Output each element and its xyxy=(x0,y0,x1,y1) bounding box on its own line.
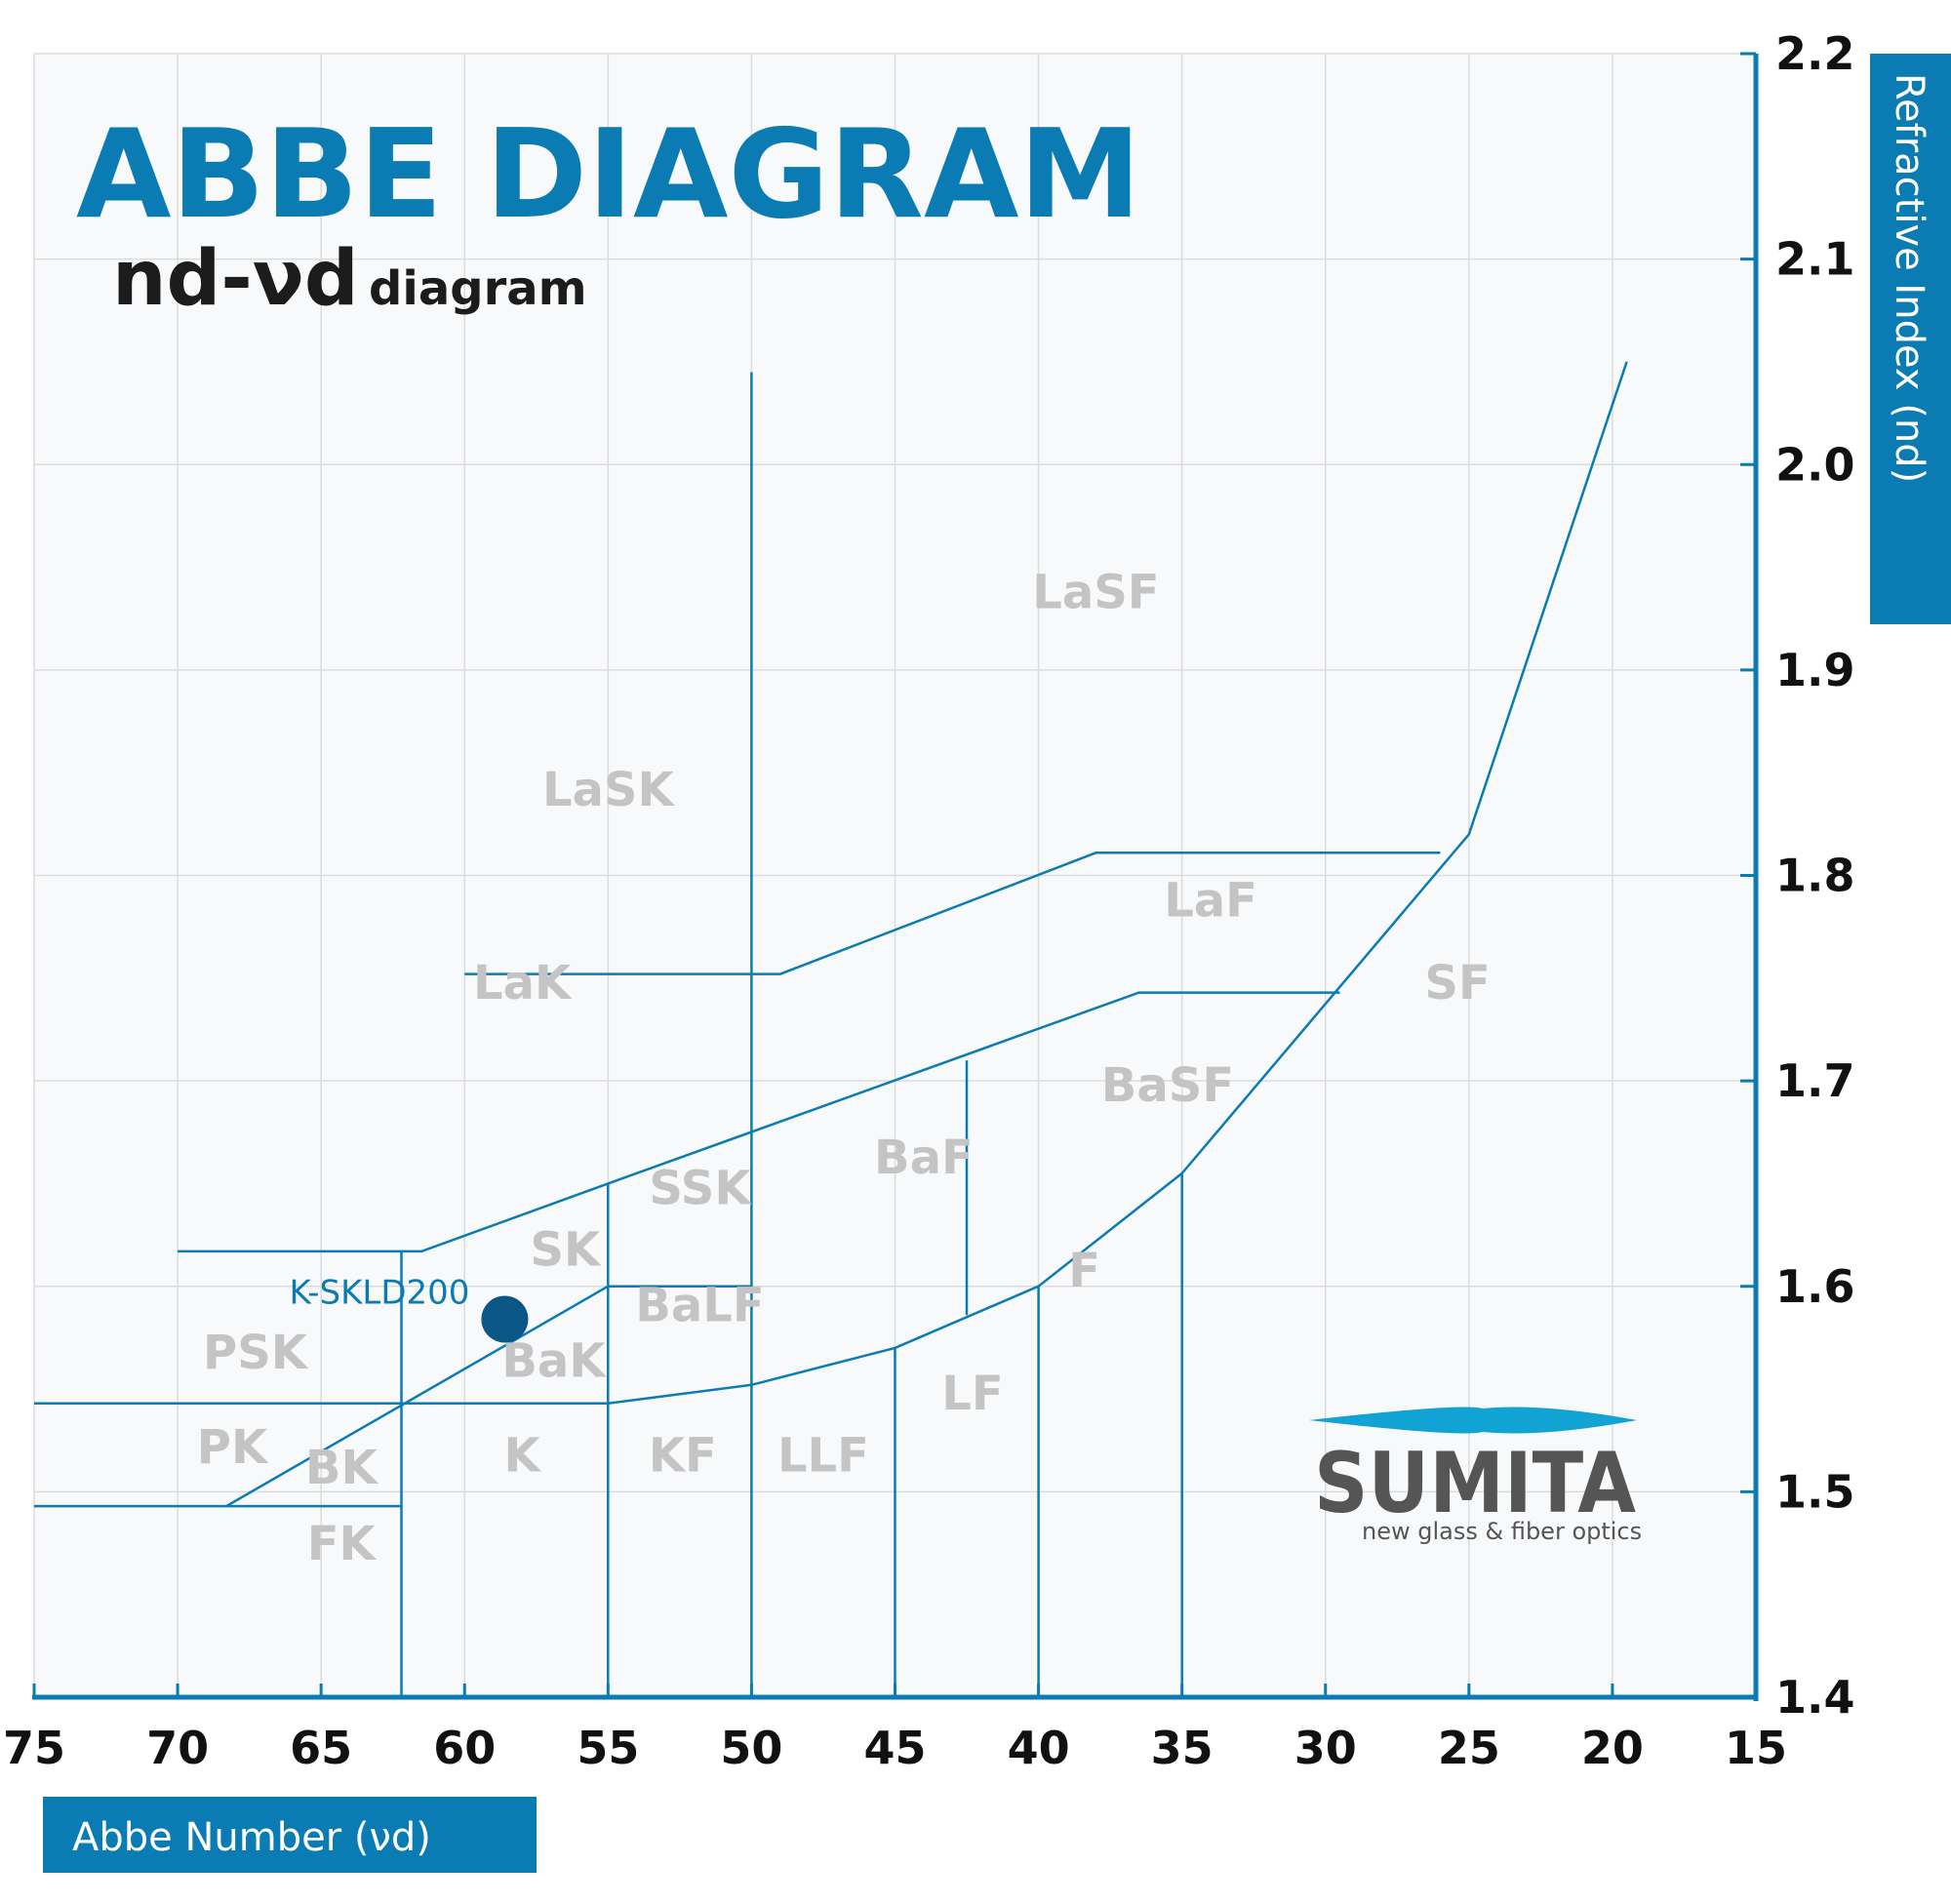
region-label: KF xyxy=(649,1428,717,1483)
y-tick-label: 2.2 xyxy=(1775,27,1855,80)
region-label: LF xyxy=(941,1367,1003,1421)
region-label: K xyxy=(503,1428,541,1483)
region-label: BaLF xyxy=(635,1279,764,1333)
region-label: LaF xyxy=(1164,874,1257,929)
chart-subtitle-main: nd-νd xyxy=(112,235,359,323)
x-tick-label: 25 xyxy=(1438,1722,1500,1774)
y-tick-label: 1.7 xyxy=(1775,1054,1855,1107)
region-label: BaK xyxy=(501,1333,607,1388)
y-tick-label: 1.8 xyxy=(1775,850,1855,902)
x-tick-label: 65 xyxy=(290,1722,352,1774)
x-tick-label: 75 xyxy=(3,1722,65,1774)
sumita-logo: SUMITA new glass & fiber optics xyxy=(1309,1407,1642,1545)
chart-title: ABBE DIAGRAM xyxy=(76,102,1141,246)
x-axis-label-box xyxy=(43,1797,537,1873)
x-tick-label: 70 xyxy=(146,1722,209,1774)
x-tick-label: 40 xyxy=(1008,1722,1070,1774)
x-tick-label: 20 xyxy=(1581,1722,1644,1774)
y-tick-label: 1.6 xyxy=(1775,1260,1855,1313)
data-point xyxy=(481,1295,529,1343)
logo-name: SUMITA xyxy=(1314,1435,1636,1532)
y-tick-label: 1.5 xyxy=(1775,1465,1855,1518)
region-boundary-line xyxy=(34,361,1628,1406)
region-label: SSK xyxy=(649,1162,752,1216)
y-axis-ticks: 1.4 1.5 1.6 1.7 1.8 1.9 2.0 2.1 2.2 xyxy=(1740,27,1855,1724)
x-axis-ticks: 75 70 65 60 55 50 45 40 35 30 25 20 15 xyxy=(3,1684,1787,1774)
x-tick-label: 50 xyxy=(720,1722,782,1774)
data-points: K-SKLD200 xyxy=(290,1273,529,1343)
region-boundary-line xyxy=(464,852,1441,975)
region-label: FK xyxy=(307,1517,378,1571)
y-axis-label: Refractive Index (nd) xyxy=(1887,73,1931,483)
glass-region-boundaries xyxy=(34,361,1628,1697)
x-tick-label: 15 xyxy=(1725,1722,1787,1774)
region-boundary-line xyxy=(225,1285,609,1508)
region-label: BaF xyxy=(874,1130,974,1185)
data-point-label: K-SKLD200 xyxy=(290,1273,470,1312)
x-tick-label: 30 xyxy=(1294,1722,1357,1774)
region-label: SF xyxy=(1424,956,1490,1011)
x-axis-label: Abbe Number (νd) xyxy=(72,1815,431,1860)
region-label: LaSF xyxy=(1032,566,1159,620)
y-tick-label: 2.1 xyxy=(1775,233,1855,286)
y-tick-label: 2.0 xyxy=(1775,438,1855,491)
lens-logo-icon xyxy=(1309,1407,1637,1434)
region-label: PSK xyxy=(203,1326,309,1380)
glass-region-labels: LaSF LaSK LaF LaK SF BaSF BaF SSK SK F BaLF PSK BaK L… xyxy=(197,566,1491,1571)
y-tick-label: 1.9 xyxy=(1775,644,1855,696)
region-label: LaSK xyxy=(542,763,676,817)
chart-subtitle-small: diagram xyxy=(369,261,587,316)
x-tick-label: 45 xyxy=(863,1722,926,1774)
region-label: F xyxy=(1068,1244,1100,1298)
x-tick-label: 55 xyxy=(577,1722,639,1774)
region-label: PK xyxy=(197,1420,269,1475)
region-label: SK xyxy=(530,1223,602,1278)
region-label: LaK xyxy=(473,956,573,1011)
region-label: BaSF xyxy=(1101,1058,1234,1113)
y-axis-label-box xyxy=(1870,54,1951,624)
y-tick-label: 1.4 xyxy=(1775,1671,1855,1724)
logo-tagline: new glass & fiber optics xyxy=(1362,1518,1642,1545)
x-tick-label: 35 xyxy=(1151,1722,1214,1774)
region-label: LLF xyxy=(777,1428,869,1483)
region-label: BK xyxy=(305,1441,379,1495)
x-tick-label: 60 xyxy=(433,1722,496,1774)
